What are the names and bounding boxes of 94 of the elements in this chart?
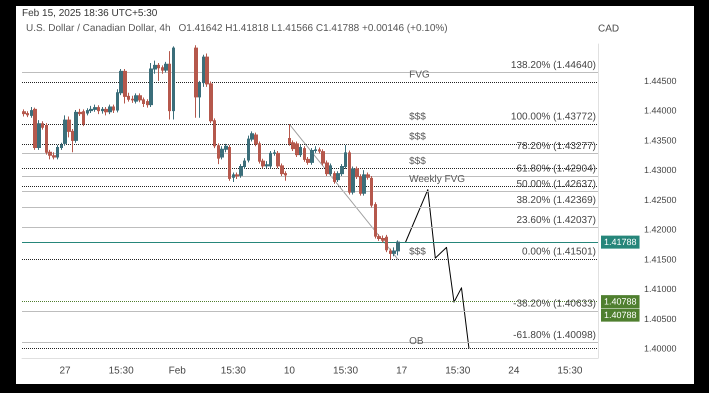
candlestick — [74, 110, 78, 144]
candlestick — [138, 92, 142, 103]
ref-line-label: 138.20% (1.44640) — [510, 60, 596, 72]
ref-line-label: 61.80% (1.42904) — [516, 163, 596, 174]
ref-line-label: 100.00% (1.43772) — [510, 112, 596, 123]
candlestick — [63, 114, 67, 146]
candlestick — [149, 62, 153, 108]
x-tick-label: 27 — [59, 366, 72, 376]
x-tick-label: 24 — [508, 366, 520, 376]
candlestick — [172, 46, 175, 120]
candlestick — [45, 122, 48, 156]
x-tick-label: 15:30 — [220, 366, 246, 376]
x-tick-label: 15:30 — [445, 366, 471, 376]
annotation: $$$ — [409, 156, 426, 167]
chart-title: U.S. Dollar / Canadian Dollar, 4h — [26, 23, 171, 34]
ref-line-label: 1.41788 — [604, 237, 637, 248]
candlestick — [101, 106, 104, 114]
annotation: $$$ — [409, 131, 426, 142]
ref-line-label: 0.00% (1.41501) — [522, 246, 596, 258]
y-axis-title: CAD — [598, 24, 620, 34]
candlestick — [228, 144, 231, 182]
y-tick-label: 1.42500 — [644, 194, 677, 205]
y-tick-label: 1.41000 — [644, 284, 677, 294]
candlestick — [37, 120, 41, 150]
x-tick-label: 15:30 — [333, 366, 358, 376]
candlestick — [310, 148, 314, 166]
candlestick — [86, 108, 89, 116]
ref-line-label: 23.60% (1.42037) — [516, 214, 596, 226]
candlestick — [33, 107, 37, 150]
candlestick — [362, 170, 366, 196]
annotation: $$$ — [409, 246, 426, 258]
chart-subtitle: Feb 15, 2025 18:36 UTC+5:30 — [22, 8, 158, 19]
candlestick — [333, 170, 336, 184]
line-series — [404, 189, 470, 349]
candlestick — [157, 62, 160, 82]
candlestick — [30, 106, 33, 118]
candlestick — [168, 50, 171, 120]
ref-line-label: 38.20% (1.42369) — [516, 195, 596, 206]
candlestick — [396, 240, 400, 256]
candlestick — [303, 146, 306, 162]
annotation: $$$ — [409, 112, 426, 123]
candlestick — [134, 92, 138, 104]
annotation: FVG — [409, 70, 430, 81]
y-tick-label: 1.40500 — [644, 314, 677, 324]
candlestick — [52, 152, 56, 160]
ref-line-label: -38.20% (1.40633) — [513, 298, 596, 310]
candlestick — [385, 234, 388, 253]
x-tick-label: 17 — [396, 366, 408, 376]
y-tick-label: 1.44000 — [644, 106, 677, 116]
candlestick — [247, 135, 250, 163]
candlestick — [146, 98, 149, 108]
candlestick — [131, 95, 134, 104]
candlestick — [164, 61, 168, 74]
ref-line-label: 50.00% (1.42637) — [516, 179, 596, 190]
candlestick — [97, 104, 100, 115]
candlestick — [389, 248, 392, 260]
candlestick — [299, 144, 302, 158]
candlestick — [89, 105, 93, 114]
annotation: 1.40788 — [604, 310, 637, 320]
candlestick — [112, 104, 115, 114]
y-tick-label: 1.41500 — [644, 254, 677, 264]
candlestick — [295, 141, 299, 158]
y-tick-label: 1.40000 — [644, 343, 677, 354]
text: O1.41642 H1.41818 L1.41566 C1.41788 +0.00146 (+0.10%) — [178, 23, 448, 34]
y-tick-label: 1.44500 — [644, 76, 677, 86]
ref-line-label: 1.40788 — [604, 296, 637, 307]
x-tick-label: 10 — [284, 366, 296, 376]
candlestick — [108, 104, 112, 115]
candlestick — [56, 144, 59, 160]
candlestick — [269, 150, 272, 169]
ref-line-label: -61.80% (1.40098) — [513, 330, 596, 342]
candlestick — [235, 172, 239, 180]
x-tick-label: 15:30 — [557, 366, 583, 376]
x-tick-label: Feb — [168, 366, 186, 376]
candlestick — [82, 108, 85, 127]
candlestick — [123, 68, 127, 104]
candlestick — [93, 104, 97, 112]
candlestick — [104, 106, 108, 116]
candlestick — [220, 146, 224, 160]
candlestick — [351, 166, 355, 195]
candlestick — [194, 44, 198, 118]
candlestick — [142, 97, 145, 108]
y-tick-label: 1.43000 — [644, 165, 677, 176]
candlestick — [26, 110, 29, 118]
candlestick — [22, 108, 26, 118]
annotation: Weekly FVG — [409, 174, 466, 186]
y-tick-label: 1.43500 — [644, 135, 677, 146]
annotation: OB — [409, 336, 424, 347]
y-tick-label: 1.42000 — [644, 224, 677, 235]
candlestick — [348, 150, 351, 195]
candlestick — [232, 172, 235, 182]
ref-line-label: 78.20% (1.43277) — [516, 141, 596, 152]
candlestick — [329, 163, 332, 177]
x-tick-label: 15:30 — [108, 366, 134, 376]
